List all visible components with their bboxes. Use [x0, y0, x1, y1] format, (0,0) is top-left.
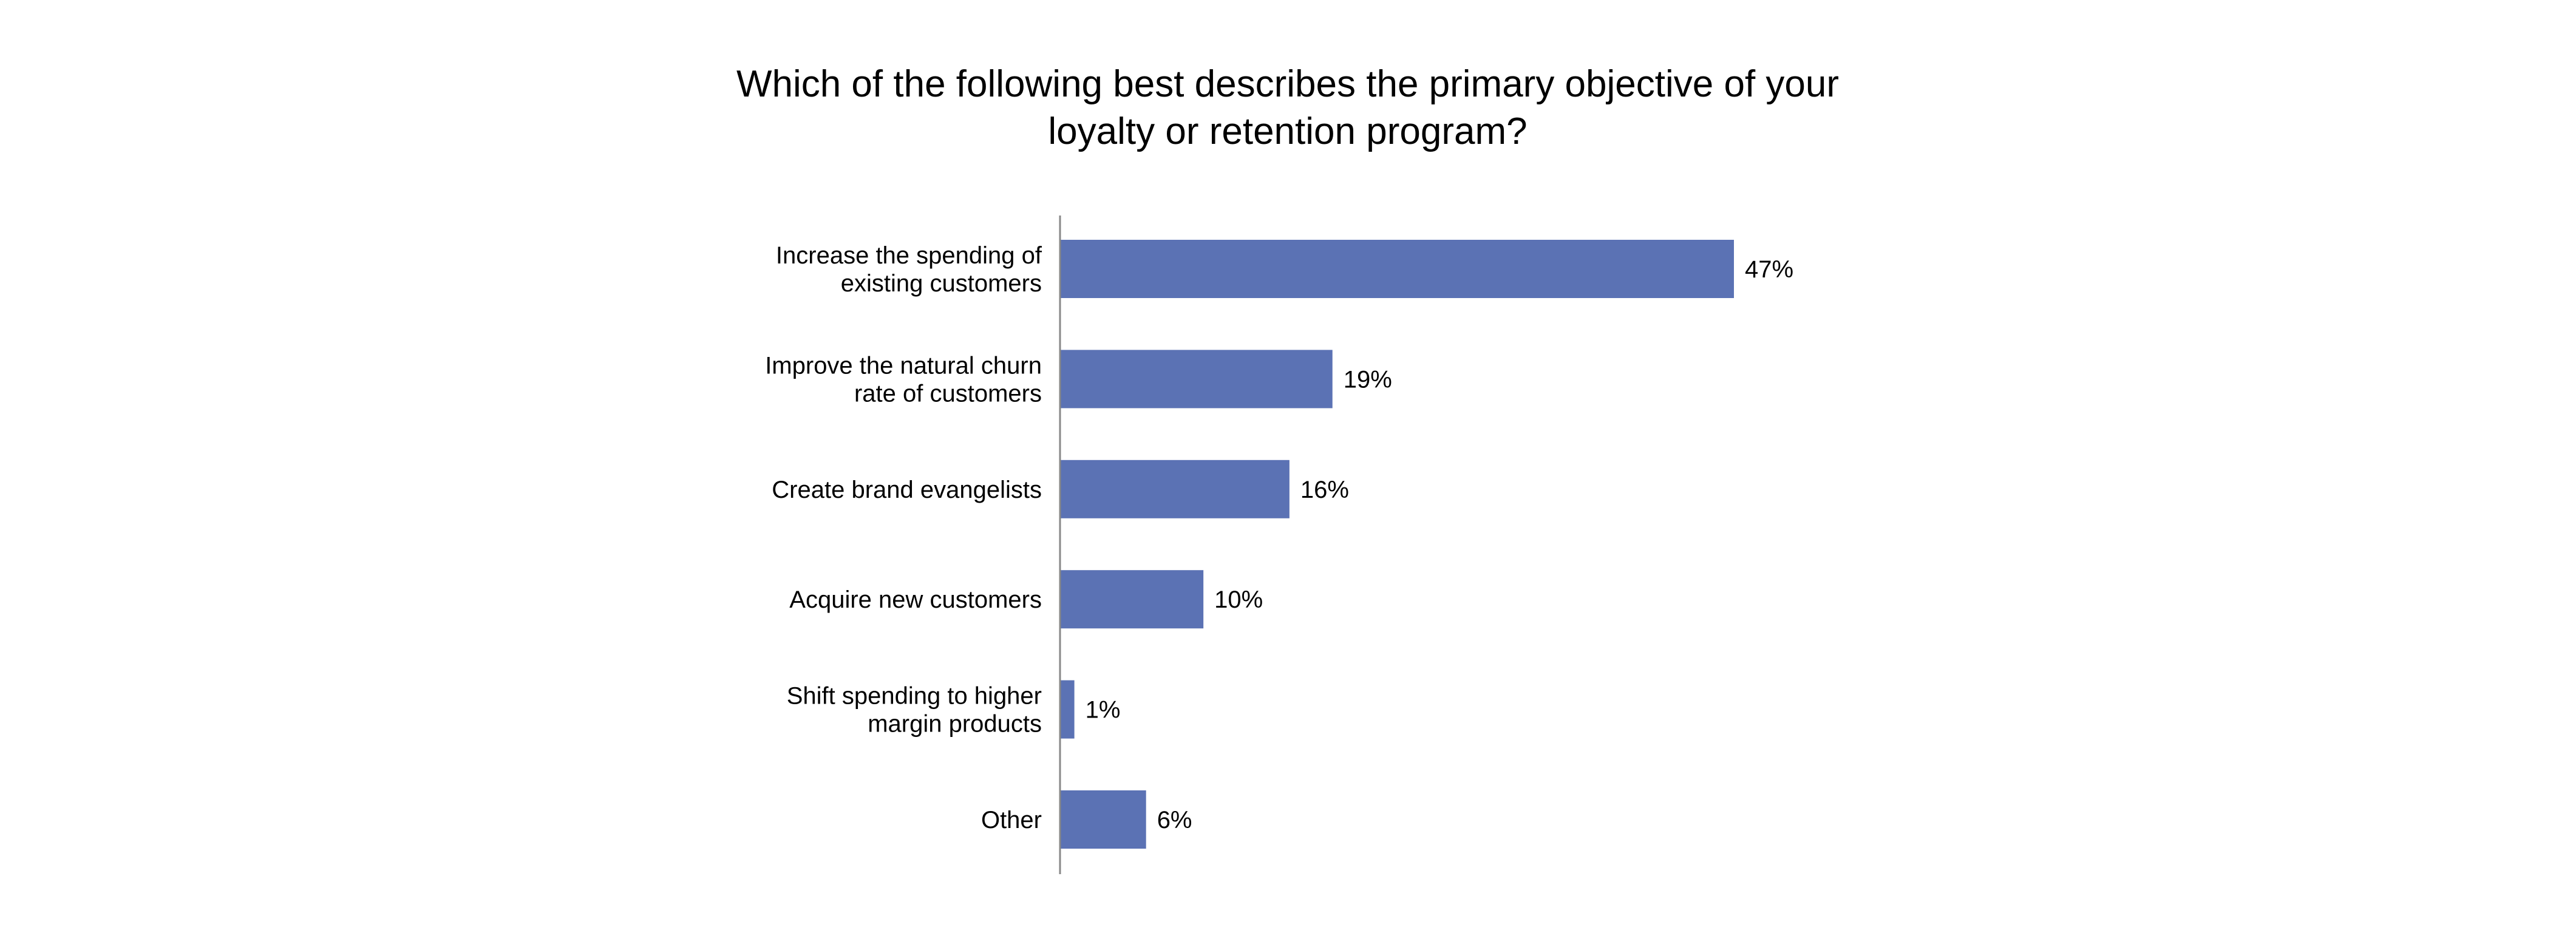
bar-4 — [1060, 680, 1075, 739]
value-label-0: 47% — [1745, 256, 1793, 283]
chart-title-line-2: loyalty or retention program? — [1048, 110, 1528, 152]
value-label-5: 6% — [1157, 807, 1192, 833]
bar-3 — [1060, 570, 1204, 629]
value-label-2: 16% — [1300, 477, 1349, 503]
bar-1 — [1060, 350, 1333, 409]
bar-2 — [1060, 460, 1290, 518]
bars-layer — [1060, 240, 1734, 849]
category-label-0-line-0: Increase the spending of — [776, 242, 1042, 269]
category-label-1-line-0: Improve the natural churn — [765, 352, 1042, 379]
value-label-4: 1% — [1086, 697, 1121, 724]
bar-5 — [1060, 790, 1146, 849]
chart-title-line-1: Which of the following best describes th… — [736, 63, 1840, 105]
category-label-3-line-0: Acquire new customers — [789, 586, 1042, 613]
category-label-0-line-1: existing customers — [841, 270, 1042, 297]
value-labels-layer: 47% 19% 16% 10% 1% 6% — [1086, 256, 1793, 833]
value-label-1: 19% — [1344, 366, 1392, 393]
category-label-5-line-0: Other — [981, 807, 1042, 833]
chart-title: Which of the following best describes th… — [620, 61, 1956, 155]
category-label-4-line-1: margin products — [868, 711, 1042, 738]
category-label-1-line-1: rate of customers — [854, 380, 1042, 407]
value-label-3: 10% — [1214, 586, 1263, 613]
category-label-4-line-0: Shift spending to higher — [787, 683, 1042, 710]
category-label-2-line-0: Create brand evangelists — [772, 477, 1042, 503]
bar-0 — [1060, 240, 1734, 298]
